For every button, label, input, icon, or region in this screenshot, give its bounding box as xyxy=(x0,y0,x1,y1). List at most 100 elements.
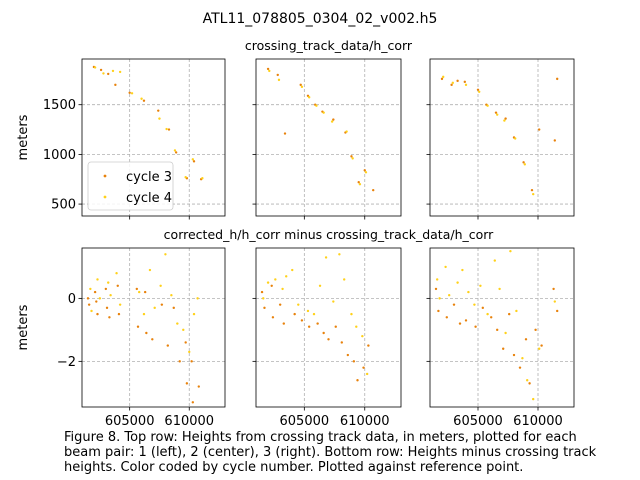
data-point-cycle4 xyxy=(498,287,501,291)
y-axis-label: meters xyxy=(16,304,31,350)
data-point-cycle4 xyxy=(503,119,506,122)
data-point-cycle3 xyxy=(538,128,541,131)
data-point-cycle4 xyxy=(266,281,270,284)
data-point-cycle3 xyxy=(474,325,477,328)
data-point-cycle3 xyxy=(114,83,117,87)
data-point-cycle3 xyxy=(494,111,498,114)
data-point-cycle3 xyxy=(184,341,187,344)
data-point-cycle4 xyxy=(473,303,476,306)
data-point-cycle4 xyxy=(291,268,294,272)
data-point-cycle4 xyxy=(297,303,300,306)
data-point-cycle3 xyxy=(96,312,99,316)
data-point-cycle4 xyxy=(285,275,288,278)
subplot-title: corrected_h/h_corr minus crossing_track_… xyxy=(164,227,495,242)
subplot-bottom-beam-1: −2 0 605000 610000 meters xyxy=(16,247,226,429)
data-point-cycle4 xyxy=(170,294,173,297)
data-point-cycle4 xyxy=(345,130,348,133)
data-point-cycle4 xyxy=(98,297,102,300)
data-point-cycle4 xyxy=(532,192,535,196)
legend: cycle 3 cycle 4 xyxy=(87,161,174,211)
data-point-cycle4 xyxy=(281,287,284,291)
data-point-cycle4 xyxy=(274,278,277,281)
data-point-cycle4 xyxy=(96,278,99,281)
data-point-cycle3 xyxy=(437,309,440,313)
data-point-cycle4 xyxy=(318,284,322,287)
data-point-cycle3 xyxy=(174,151,178,154)
data-point-cycle3 xyxy=(270,284,273,287)
legend-frame xyxy=(87,161,174,211)
data-point-cycle3 xyxy=(178,360,181,363)
data-point-cycle3 xyxy=(530,188,534,192)
data-point-cycle4 xyxy=(436,278,439,281)
data-point-cycle4 xyxy=(521,356,524,360)
data-point-cycle4 xyxy=(109,294,112,297)
data-point-cycle4 xyxy=(277,78,281,82)
data-point-cycle3 xyxy=(490,316,493,319)
legend-entry-cycle3: cycle 3 xyxy=(126,170,172,185)
data-point-cycle3 xyxy=(553,139,556,142)
data-point-cycle4 xyxy=(496,113,499,116)
data-point-cycle4 xyxy=(182,328,185,332)
y-axis-label: meters xyxy=(16,114,31,160)
axes-frame xyxy=(81,247,226,408)
data-point-cycle3 xyxy=(445,316,448,319)
data-point-cycle3 xyxy=(357,181,360,184)
data-point-cycle4 xyxy=(312,312,316,316)
data-point-cycle4 xyxy=(442,75,445,79)
data-point-cycle4 xyxy=(553,300,556,303)
legend-marker-cycle4 xyxy=(103,195,107,199)
data-point-cycle4 xyxy=(464,83,468,87)
subplot-top-beam-1: 500 1000 1500 meters cycle 3 cycle 4 xyxy=(16,58,226,220)
y-tick-label: 1000 xyxy=(43,148,76,163)
data-point-cycle3 xyxy=(458,322,462,325)
axes-frame xyxy=(81,58,226,217)
data-point-cycle3 xyxy=(145,331,148,335)
data-point-cycle3 xyxy=(157,109,160,112)
data-point-cycle3 xyxy=(128,91,131,94)
data-point-cycle3 xyxy=(299,83,302,87)
data-point-cycle4 xyxy=(365,372,369,376)
data-point-cycle3 xyxy=(356,379,359,382)
data-point-cycle3 xyxy=(322,331,325,335)
data-point-cycle3 xyxy=(528,382,531,385)
data-point-cycle4 xyxy=(355,325,358,328)
data-point-cycle3 xyxy=(327,338,330,341)
data-point-cycle3 xyxy=(93,290,97,294)
data-point-cycle4 xyxy=(268,69,271,73)
data-point-cycle3 xyxy=(522,161,525,164)
data-point-cycle4 xyxy=(486,312,489,316)
subplots: 500 1000 1500 meters cycle 3 cycle 4 crossing_… xyxy=(16,38,575,429)
data-point-cycle4 xyxy=(451,81,454,85)
figure-suptitle: ATL11_078805_0304_02_v002.h5 xyxy=(203,11,438,27)
data-point-cycle3 xyxy=(452,303,456,306)
x-tick-label: 610000 xyxy=(513,414,563,429)
data-point-cycle4 xyxy=(164,253,167,256)
data-point-cycle4 xyxy=(361,334,364,338)
x-tick-label: 610000 xyxy=(164,414,214,429)
data-point-cycle3 xyxy=(504,117,507,120)
legend-entry-cycle4: cycle 4 xyxy=(126,191,172,206)
data-point-cycle4 xyxy=(196,297,199,300)
data-point-cycle4 xyxy=(188,350,191,354)
data-point-cycle3 xyxy=(540,344,543,347)
data-point-cycle3 xyxy=(524,338,528,341)
data-point-cycle3 xyxy=(346,353,350,357)
data-point-cycle3 xyxy=(117,312,121,316)
figure-canvas: ATL11_078805_0304_02_v002.h5 500 1000 1500… xyxy=(16,11,575,429)
subplot-bottom-beam-2: 605000 610000 corrected_h/h_corr minus cro… xyxy=(164,227,495,429)
data-point-cycle3 xyxy=(476,88,480,92)
data-point-cycle3 xyxy=(552,287,555,291)
data-point-cycle4 xyxy=(90,309,93,313)
data-point-cycle3 xyxy=(185,382,189,385)
data-point-cycle3 xyxy=(283,132,287,135)
data-point-cycle4 xyxy=(351,157,354,160)
data-point-cycle3 xyxy=(350,155,353,158)
subplot-top-beam-3 xyxy=(426,58,575,220)
data-point-cycle3 xyxy=(105,306,109,310)
data-point-cycle3 xyxy=(282,322,285,325)
data-point-cycle3 xyxy=(556,77,559,81)
data-point-cycle3 xyxy=(534,328,537,332)
data-point-cycle3 xyxy=(456,79,459,83)
data-point-cycle4 xyxy=(102,72,105,75)
data-point-cycle3 xyxy=(307,325,311,328)
